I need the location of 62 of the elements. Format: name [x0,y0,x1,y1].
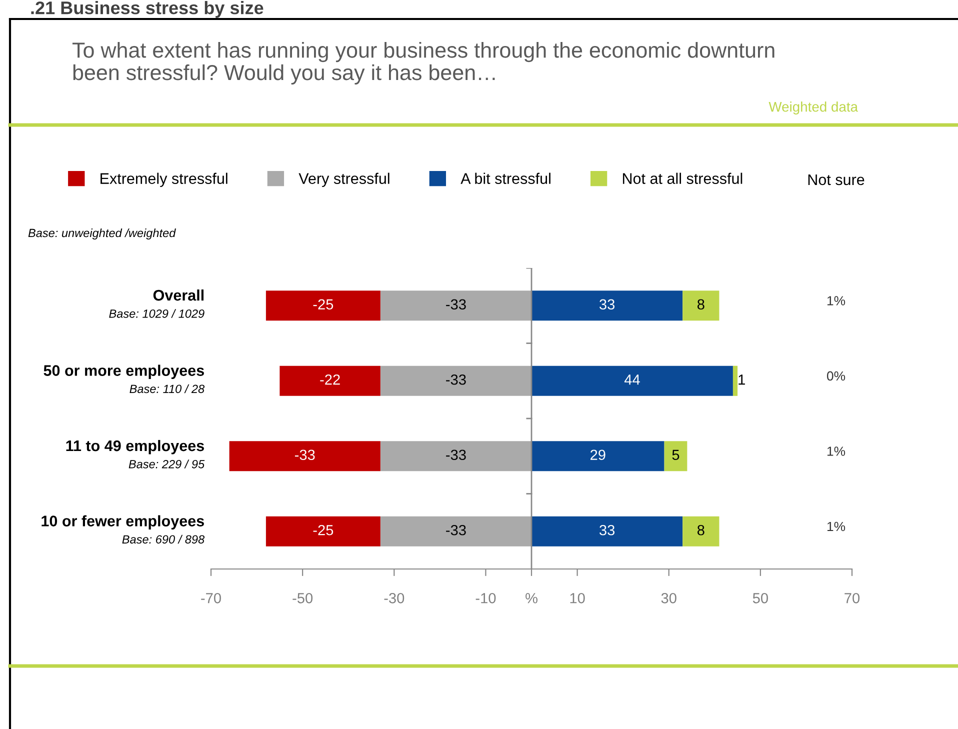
data-label: 8 [697,299,704,310]
bar [532,441,664,472]
x-tick-label: -50 [292,592,313,604]
text: Base: 690 / 898 [122,534,205,544]
annotation: 1% [827,446,846,456]
bar [532,366,733,396]
y-tick-label: 50 or more employees [44,364,204,379]
data-label: 44 [624,374,640,385]
annotation: 1% [827,522,846,532]
y-tick-label: Overall [153,289,204,301]
data-label: -33 [446,450,466,460]
bar [266,290,380,321]
text: Base: 1029 / 1029 [109,309,204,318]
data-label: -33 [446,524,466,536]
text: Not sure [808,174,864,186]
bar [266,516,380,546]
data-label: 29 [590,450,606,460]
chart-title: .21 Business stress by size [31,1,264,18]
chart-subtitle: To what extent has running your business through the economic downturn been stressful? Would you say it has been… [72,42,774,84]
bar [380,441,532,472]
x-tick-label: 10 [570,592,585,604]
annotation: 0% [826,371,846,381]
legend-label: Very stressful [298,172,390,187]
annotation: 1% [827,296,846,306]
legend-label: A bit stressful [460,172,550,184]
bar [532,290,683,321]
x-tick-label: 70 [844,592,860,604]
bar [380,366,532,396]
x-tick-label: -70 [201,592,221,604]
x-tick-label: 30 [661,592,676,604]
data-label: 8 [697,524,704,536]
legend-label: Not at all stressful [622,172,742,184]
y-tick-label: 11 to 49 employees [66,440,204,454]
bar [682,516,720,546]
y-tick-label: 10 or fewer employees [42,515,204,530]
data-label: -25 [313,524,334,536]
x-tick-label: -10 [476,592,496,604]
data-label: 33 [599,299,615,310]
legend-label: Extremely stressful [100,172,228,187]
data-label: -25 [313,299,334,310]
bar [682,290,720,321]
text: Base: 229 / 95 [128,460,205,468]
x-tick-label: 50 [752,592,768,604]
x-tick-label: -30 [384,592,404,604]
bar [664,441,688,472]
text: Base: unweighted /weighted [28,228,176,240]
data-label: -33 [446,374,466,385]
x-tick-label: % [526,593,538,604]
data-label: -33 [446,299,466,310]
bar [280,366,380,396]
bar [380,516,532,546]
data-label: -33 [294,450,315,460]
data-label: 5 [672,450,680,460]
text: Base: 110 / 28 [130,384,205,394]
bar [229,441,380,472]
bar [532,516,683,546]
data-label: 33 [599,524,615,536]
data-label: 1 [738,374,745,385]
data-label: -22 [320,374,340,385]
bar [732,366,738,396]
text: Weighted data [768,102,858,114]
bar [380,290,532,321]
